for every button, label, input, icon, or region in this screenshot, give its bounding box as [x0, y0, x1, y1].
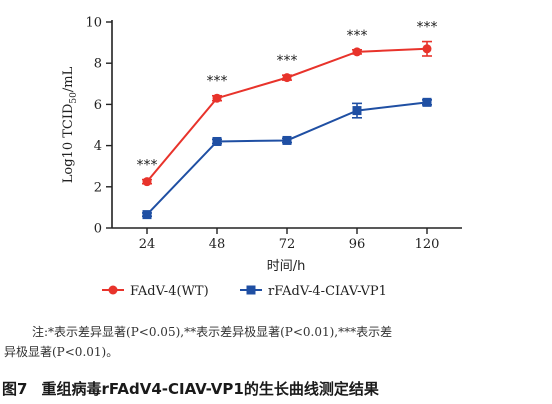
y-axis-label-sub: 50 [69, 92, 79, 104]
annotations: *** *** *** *** *** [137, 20, 438, 174]
series-layer [142, 40, 432, 220]
data-point [422, 97, 432, 107]
y-tick-label: 4 [94, 139, 102, 154]
x-axis-label: 时间/h [267, 259, 306, 274]
data-point [282, 73, 292, 83]
figure-number: 图7 [2, 380, 28, 398]
note-line-2: 异极显著(P<0.01)。 [4, 345, 119, 359]
x-tick-label: 120 [415, 237, 440, 252]
note-line-1: 注:*表示差异显著(P<0.05),**表示差异极显著(P<0.01),***表… [32, 325, 393, 339]
y-axis-label: Log10 TCID50/mL [61, 66, 79, 183]
significance-annotation: *** [277, 53, 298, 69]
data-point [422, 44, 432, 54]
data-point [142, 210, 152, 220]
legend: FAdV-4(WT) rFAdV-4-CIAV-VP1 [102, 284, 387, 299]
y-tick-label: 8 [94, 57, 102, 72]
data-point [282, 135, 292, 145]
y-axis-label-tail: /mL [61, 66, 76, 92]
x-tick-label: 72 [279, 237, 296, 252]
data-point [212, 136, 222, 146]
data-point [142, 177, 152, 187]
legend-marker [246, 285, 256, 295]
y-tick-label: 10 [85, 16, 102, 31]
data-point [352, 47, 362, 57]
y-tick-label: 2 [94, 180, 102, 195]
figure-title: 重组病毒rFAdV4-CIAV-VP1的生长曲线测定结果 [41, 380, 379, 398]
series-line-2 [146, 101, 428, 216]
y-axis-label-main: Log10 TCID [61, 104, 76, 184]
legend-label: FAdV-4(WT) [130, 284, 209, 299]
significance-annotation: *** [137, 158, 158, 174]
x-tick-label: 96 [349, 237, 366, 252]
legend-label: rFAdV-4-CIAV-VP1 [268, 284, 387, 299]
significance-annotation: *** [417, 20, 438, 36]
figure-caption: 图7 重组病毒rFAdV4-CIAV-VP1的生长曲线测定结果 [2, 378, 548, 399]
data-point [352, 106, 362, 116]
significance-annotation: *** [207, 74, 228, 90]
x-tick-label: 48 [209, 237, 226, 252]
y-tick-label: 0 [94, 222, 102, 237]
figure-note: 注:*表示差异显著(P<0.05),**表示差异极显著(P<0.01),***表… [4, 322, 544, 362]
y-tick-label: 6 [94, 98, 102, 113]
data-point [212, 93, 222, 103]
significance-annotation: *** [347, 28, 368, 44]
x-tick-label: 24 [139, 237, 156, 252]
legend-marker [108, 285, 118, 295]
